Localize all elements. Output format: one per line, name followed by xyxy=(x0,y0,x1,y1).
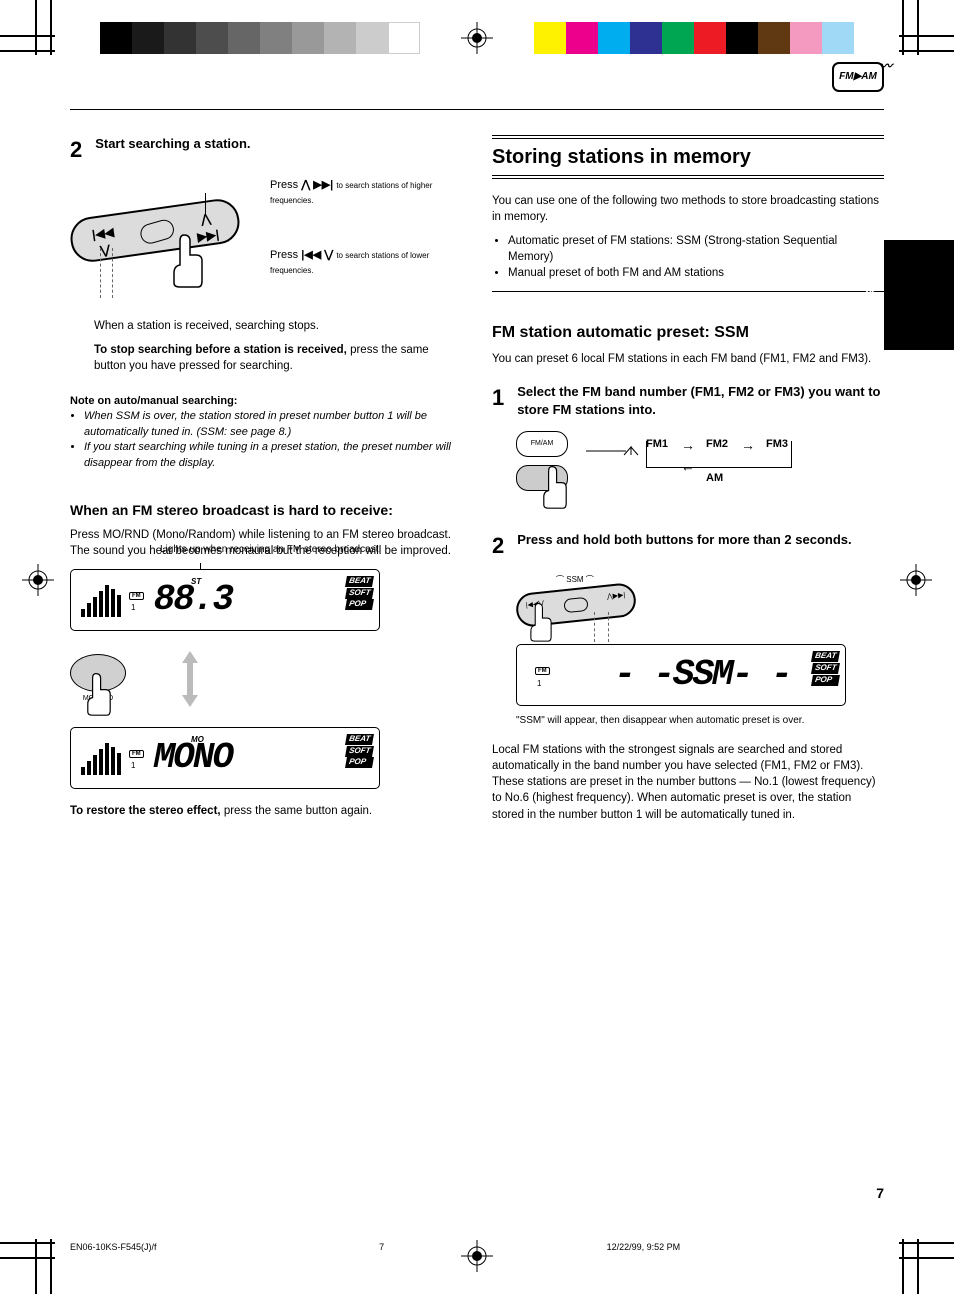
step-text: Start searching a station. xyxy=(95,135,461,153)
page-header: FM▶AM 〰 xyxy=(70,70,884,110)
step-number: 2 xyxy=(70,135,92,166)
ssm-paragraph: Local FM stations with the strongest sig… xyxy=(492,742,884,822)
st-indicator: ST xyxy=(191,576,201,587)
sound-modes: BEAT SOFT POP xyxy=(812,651,839,686)
ssm-note: "SSM" will appear, then disappear when a… xyxy=(516,714,884,728)
equalizer-icon xyxy=(79,739,125,777)
restore-bold: To restore the stereo effect, xyxy=(70,805,221,817)
fm-badge: FM xyxy=(129,592,144,600)
registration-mark-icon xyxy=(461,22,493,54)
ssm-intro: You can preset 6 local FM stations in ea… xyxy=(492,351,884,367)
flow-am: AM xyxy=(706,471,723,486)
right-column: Storing stations in memory You can use o… xyxy=(492,135,884,823)
ssm-label: SSM xyxy=(566,575,583,584)
restore-text: press the same button again. xyxy=(224,805,372,817)
down-glyph-icon: |◀◀ ⋁ xyxy=(301,249,333,261)
flow-fm3: FM3 xyxy=(766,437,788,452)
search-result-text: When a station is received, searching st… xyxy=(94,318,462,334)
press-label: Press xyxy=(270,179,298,191)
bullet-item: Manual preset of both FM and AM stations xyxy=(508,265,884,281)
up-glyph-icon: ⋀ ▶▶| xyxy=(301,179,333,191)
fm-am-badge-icon: FM▶AM 〰 xyxy=(832,62,884,92)
section-heading: Storing stations in memory xyxy=(492,135,884,179)
radio-waves-icon: 〰 xyxy=(880,58,892,75)
fm-badge: FM xyxy=(535,667,550,675)
finger-icon xyxy=(528,602,554,642)
finger-icon xyxy=(84,672,114,716)
ssm-heading: FM station automatic preset: SSM xyxy=(492,322,884,344)
fmam-illustration: FM/AM FM1 → FM2 → FM3 AM xyxy=(516,431,884,511)
colorbar-color xyxy=(534,22,854,54)
updown-arrow-icon xyxy=(176,649,200,709)
finger-icon xyxy=(540,465,570,509)
lcd-display: FM 1 - -SSM- - BEAT SOFT POP xyxy=(516,644,846,706)
tab-label: ENGLISH xyxy=(862,245,879,315)
note-heading: Note on auto/manual searching: xyxy=(70,394,462,409)
step-number: 2 xyxy=(492,531,514,562)
note-item: When SSM is over, the station stored in … xyxy=(84,409,462,440)
equalizer-icon xyxy=(79,581,125,619)
step-number: 1 xyxy=(492,383,514,414)
mono-heading: When an FM stereo broadcast is hard to r… xyxy=(70,501,462,521)
intro-text: You can use one of the following two met… xyxy=(492,193,884,225)
seek-illustration: |◀◀ ⋁ ⋀ ▶▶| Press ⋀ ▶▶| to search statio… xyxy=(70,178,462,318)
lcd-display: FM 1 MO MONO BEAT SOFT POP xyxy=(70,727,380,789)
sound-modes: BEAT SOFT POP xyxy=(346,576,373,611)
finger-icon xyxy=(170,233,206,288)
arrow-icon: → xyxy=(681,461,695,481)
colorbar-gray xyxy=(100,22,420,54)
pointer-label: Lights up when receiving an FM stereo br… xyxy=(160,543,390,557)
step-text: Press and hold both buttons for more tha… xyxy=(517,531,883,549)
left-column: 2 Start searching a station. |◀◀ ⋁ ⋀ ▶▶|… xyxy=(70,135,462,823)
band-sub: 1 xyxy=(131,602,144,613)
step-text: Select the FM band number (FM1, FM2 or F… xyxy=(517,383,883,419)
stop-search-bold: To stop searching before a station is re… xyxy=(94,344,347,356)
ssm-press-illustration: ⌒ SSM ⌒ |◀◀⋁ ⋀▶▶| xyxy=(516,574,884,644)
fm-am-button-icon: FM/AM xyxy=(516,431,568,457)
page-number: 7 xyxy=(876,1184,884,1204)
language-tab: ENGLISH xyxy=(884,240,954,350)
footer-meta: EN06-10KS-F545(J)/f 7 12/22/99, 9:52 PM xyxy=(70,1241,680,1254)
flow-fm2: FM2 xyxy=(706,437,728,452)
badge-text: FM▶AM xyxy=(839,70,877,84)
flow-fm1: FM1 xyxy=(646,437,668,452)
band-sub: 1 xyxy=(537,678,550,689)
lcd-display: FM 1 ST 88.3 BEAT SOFT POP xyxy=(70,569,380,631)
arrow-icon: → xyxy=(681,436,695,456)
arrow-icon: → xyxy=(741,436,755,456)
ssm-display-text: - -SSM- - xyxy=(560,650,845,700)
note-item: If you start searching while tuning in a… xyxy=(84,440,462,471)
sound-modes: BEAT SOFT POP xyxy=(346,734,373,769)
fm-badge: FM xyxy=(129,750,144,758)
band-sub: 1 xyxy=(131,760,144,771)
seek-panel-icon: |◀◀ ⋁ ⋀ ▶▶| xyxy=(68,196,243,264)
registration-mark-icon xyxy=(22,564,54,596)
bullet-item: Automatic preset of FM stations: SSM (St… xyxy=(508,233,884,265)
mo-indicator: MO xyxy=(191,734,204,745)
press-label: Press xyxy=(270,249,298,261)
registration-mark-icon xyxy=(900,564,932,596)
